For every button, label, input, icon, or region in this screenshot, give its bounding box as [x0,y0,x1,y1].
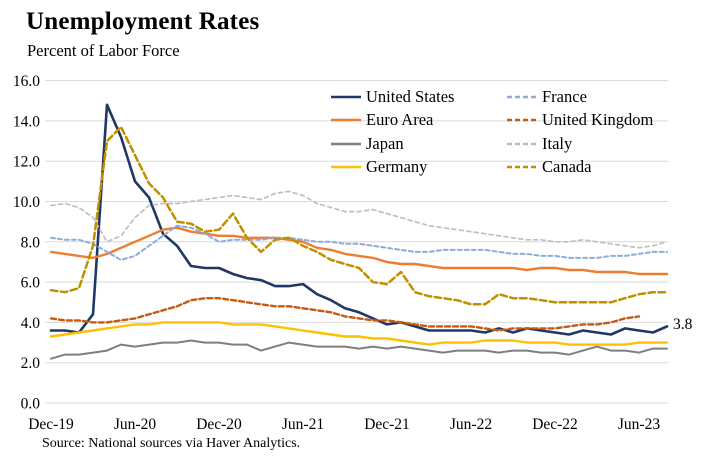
legend-label: Italy [542,133,573,153]
legend-line-swatch-icon [507,95,537,99]
legend-item-united-states: United States [331,85,507,109]
legend-label: United States [366,86,455,106]
legend-item-japan: Japan [331,132,507,156]
legend-item-canada: Canada [507,156,653,180]
series-line-japan [50,339,668,360]
source-note: Source: National sources via Haver Analy… [42,436,301,451]
legend-label: Euro Area [366,110,434,130]
legend-label: Japan [366,133,404,153]
x-axis-tick-label: Dec-19 [28,416,74,433]
chart-legend: United States Euro Area Japan Germany France… [331,85,653,179]
series-line-italy [50,190,668,249]
legend-item-euro-area: Euro Area [331,109,507,133]
series-line-canada [49,125,669,306]
y-axis-tick-label: 16.0 [13,73,40,90]
x-axis-tick-label: Jun-21 [282,416,324,433]
legend-line-swatch-icon [331,95,361,99]
x-axis-tick-label: Jun-22 [450,416,492,433]
y-axis-tick-label: 14.0 [13,113,40,130]
legend-column-1: United States Euro Area Japan Germany [331,85,507,179]
x-axis-tick-label: Dec-22 [532,416,578,433]
x-axis-tick-label: Jun-20 [114,416,156,433]
chart-title: Unemployment Rates [26,8,260,35]
legend-label: Canada [542,157,592,177]
y-axis-tick-label: 2.0 [21,355,41,372]
legend-line-swatch-icon [507,118,537,122]
legend-item-france: France [507,85,653,109]
legend-label: United Kingdom [542,110,654,130]
series-line-france [50,224,668,261]
legend-label: France [542,86,587,106]
x-axis-tick-label: Dec-20 [196,416,242,433]
legend-item-germany: Germany [331,156,507,180]
y-axis-tick-label: 6.0 [21,275,41,292]
y-axis-tick-label: 10.0 [13,194,40,211]
y-axis-tick-label: 0.0 [21,396,41,413]
legend-line-swatch-icon [331,118,361,122]
series-line-united-kingdom [49,297,641,332]
latest-value-label: 3.8 [673,316,693,333]
legend-line-swatch-icon [507,142,537,146]
legend-column-2: France United Kingdom Italy Canada [507,85,653,179]
y-axis-tick-label: 8.0 [21,234,41,251]
series-line-euro-area [49,226,669,276]
legend-label: Germany [366,157,428,177]
x-axis-tick-label: Dec-21 [364,416,410,433]
legend-item-italy: Italy [507,132,653,156]
chart-subtitle: Percent of Labor Force [27,41,180,60]
y-axis-tick-label: 12.0 [13,154,40,171]
legend-item-united-kingdom: United Kingdom [507,109,653,133]
legend-line-swatch-icon [331,142,361,146]
series-line-united-states [49,103,669,336]
y-axis-tick-label: 4.0 [21,315,41,332]
series-line-germany [49,321,669,346]
legend-line-swatch-icon [331,165,361,169]
legend-line-swatch-icon [507,165,537,169]
x-axis-tick-label: Jun-23 [618,416,660,433]
